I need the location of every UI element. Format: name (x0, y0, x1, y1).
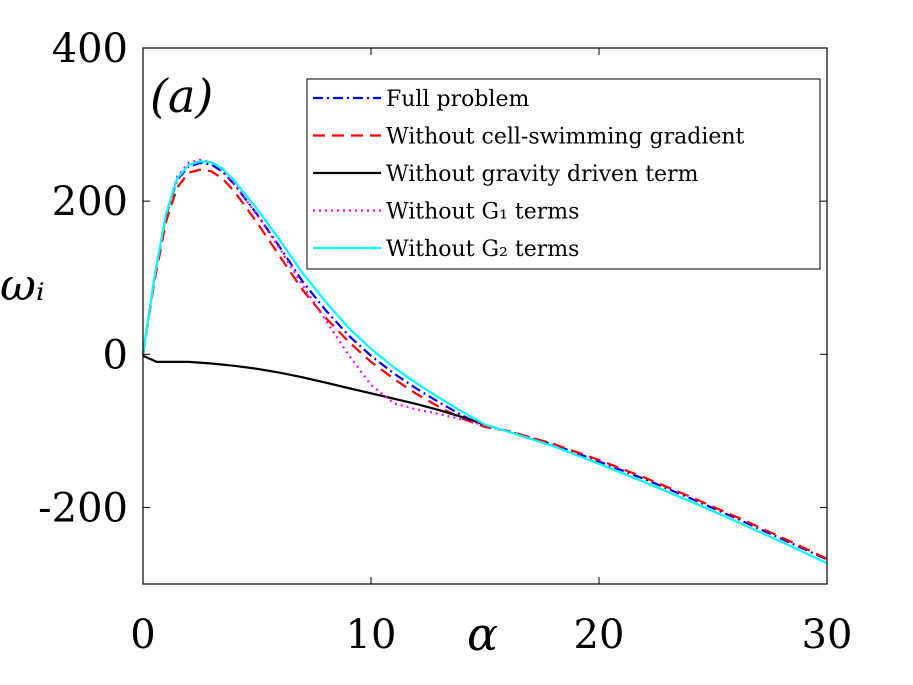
legend-label-2: Without cell-swimming gradient (386, 125, 745, 150)
x-tick-label: 10 (346, 612, 397, 658)
legend-box (306, 78, 821, 270)
y-tick-label: 200 (52, 179, 128, 225)
series-line-1 (141, 161, 828, 561)
legend-label-1: Full problem (386, 87, 529, 112)
x-tick-label: 20 (574, 612, 625, 658)
panel-label: (a) (150, 69, 213, 123)
x-tick-label: 0 (130, 612, 155, 658)
legend-label-3: Without gravity driven term (386, 162, 699, 187)
y-tick-label: 400 (52, 26, 128, 72)
series-line-3 (142, 354, 486, 426)
plot-frame (142, 47, 828, 585)
legend-label-4: Without G₁ terms (386, 200, 579, 225)
legend-label-5: Without G₂ terms (386, 237, 579, 262)
y-tick-label: -200 (38, 485, 128, 531)
series-line-4 (141, 158, 486, 427)
tick-layer: 0 10 20 30 400 200 0 -200 (38, 26, 852, 658)
y-tick-label: 0 (103, 332, 128, 378)
y-axis-label: ωᵢ (0, 260, 45, 311)
series-layer (141, 158, 828, 565)
x-tick-label: 30 (802, 612, 853, 658)
x-axis-label: α (467, 607, 498, 661)
series-line-2 (141, 168, 828, 560)
series-line-5 (141, 160, 828, 565)
legend: Full problem Without cell-swimming gradie… (306, 78, 821, 270)
